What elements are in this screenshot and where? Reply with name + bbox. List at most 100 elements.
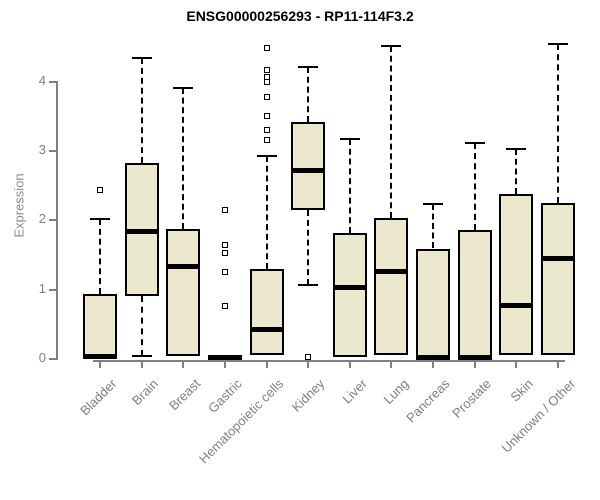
- median-line: [332, 284, 367, 290]
- x-axis-tick: [515, 360, 518, 368]
- outlier-point: [97, 187, 103, 194]
- box-iqr: [291, 122, 326, 210]
- upper-whisker-cap: [548, 43, 569, 46]
- median-line: [499, 303, 534, 309]
- upper-whisker: [432, 204, 435, 249]
- upper-whisker-cap: [90, 218, 110, 221]
- upper-whisker: [182, 87, 185, 230]
- y-tick-label: 1: [38, 280, 46, 296]
- median-line: [207, 354, 242, 360]
- box-iqr: [124, 162, 159, 296]
- upper-whisker: [473, 143, 476, 230]
- box-iqr: [332, 233, 367, 357]
- upper-whisker-cap: [339, 138, 360, 140]
- outlier-point: [263, 79, 270, 86]
- lower-whisker-cap: [298, 283, 319, 286]
- upper-whisker: [348, 139, 351, 234]
- y-tick-label: 4: [38, 72, 46, 88]
- box-iqr: [416, 248, 451, 358]
- upper-whisker-cap: [131, 56, 152, 59]
- x-tick-label: Brain: [129, 376, 162, 409]
- lower-whisker-cap: [131, 354, 152, 357]
- x-axis-tick: [557, 360, 560, 368]
- outlier-point: [263, 127, 270, 133]
- box-iqr: [374, 218, 409, 356]
- x-tick-label: Breast: [165, 376, 203, 414]
- box-iqr: [166, 229, 201, 356]
- x-tick-label: Bladder: [77, 376, 120, 419]
- x-tick-label: Prostate: [449, 376, 495, 421]
- median-line: [166, 263, 201, 269]
- outlier-point: [263, 73, 270, 80]
- x-axis-tick: [348, 360, 351, 368]
- upper-whisker-cap: [381, 45, 402, 48]
- x-axis-tick: [473, 360, 476, 368]
- median-line: [83, 353, 117, 359]
- outlier-point: [263, 137, 270, 144]
- outlier-point: [221, 242, 228, 249]
- outlier-point: [221, 206, 228, 213]
- upper-whisker: [390, 46, 393, 218]
- x-axis-tick: [99, 360, 101, 368]
- y-axis-tick: [49, 150, 56, 153]
- median-line: [124, 229, 159, 235]
- y-axis-tick: [49, 80, 56, 83]
- upper-whisker-cap: [298, 65, 319, 68]
- upper-whisker-cap: [506, 147, 527, 150]
- upper-whisker: [140, 57, 143, 163]
- box-iqr: [541, 202, 576, 356]
- x-axis-line: [93, 360, 565, 362]
- outlier-point: [263, 93, 270, 100]
- outlier-point: [263, 113, 270, 120]
- upper-whisker-cap: [464, 142, 485, 145]
- x-tick-label: Skin: [507, 376, 537, 405]
- median-line: [541, 255, 576, 261]
- x-axis-tick: [265, 360, 268, 368]
- x-tick-label: Unknown / Other: [498, 376, 578, 456]
- upper-whisker-cap: [423, 203, 444, 206]
- y-axis-tick: [49, 288, 56, 291]
- median-line: [291, 167, 326, 173]
- x-axis-tick: [390, 360, 393, 368]
- box-iqr: [457, 229, 492, 358]
- x-axis-tick: [182, 360, 185, 368]
- median-line: [249, 326, 284, 332]
- upper-whisker: [99, 219, 101, 295]
- median-line: [416, 354, 451, 360]
- chart-title: ENSG00000256293 - RP11-114F3.2: [186, 8, 414, 24]
- box-iqr: [249, 269, 284, 356]
- outlier-point: [263, 67, 270, 74]
- outlier-point: [221, 303, 228, 310]
- box-iqr: [83, 294, 117, 358]
- y-tick-label: 0: [38, 350, 46, 365]
- y-axis-line: [56, 80, 58, 360]
- outlier-point: [263, 44, 270, 51]
- box-iqr: [499, 194, 534, 356]
- upper-whisker: [557, 44, 560, 203]
- lower-whisker: [307, 209, 310, 285]
- x-tick-label: Liver: [338, 376, 370, 407]
- y-tick-label: 3: [38, 142, 46, 158]
- x-tick-label: Gastric: [204, 376, 245, 416]
- x-axis-tick: [223, 360, 226, 368]
- y-axis-tick: [49, 219, 56, 222]
- outlier-point: [221, 269, 228, 276]
- median-line: [457, 354, 492, 360]
- lower-whisker: [140, 295, 143, 356]
- y-axis-tick: [49, 358, 56, 360]
- median-line: [374, 269, 409, 275]
- x-axis-tick: [140, 360, 143, 368]
- x-axis-tick: [307, 360, 310, 368]
- outlier-point: [221, 249, 228, 256]
- upper-whisker-cap: [256, 154, 277, 157]
- upper-whisker: [307, 66, 310, 123]
- upper-whisker: [265, 155, 268, 270]
- upper-whisker: [515, 148, 518, 195]
- x-tick-label: Pancreas: [403, 376, 453, 426]
- x-tick-label: Kidney: [289, 376, 328, 415]
- x-axis-tick: [432, 360, 435, 368]
- outlier-point: [305, 353, 312, 360]
- x-tick-label: Lung: [380, 376, 412, 408]
